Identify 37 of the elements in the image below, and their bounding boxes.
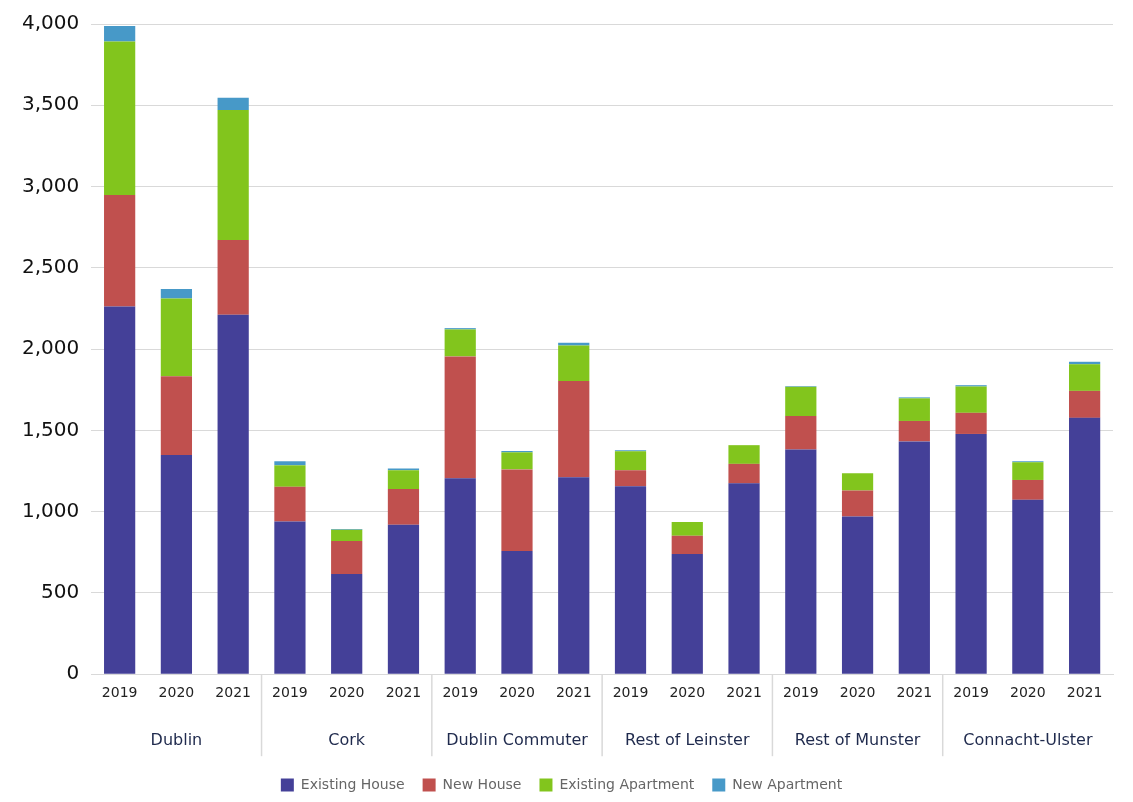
x-tick-label: 2020 [158,684,195,701]
x-tick-label: 2021 [896,684,933,701]
text: Connacht-Ulster [963,730,1093,750]
y-tick-label: 4,000 [21,10,80,35]
legend-label: New Apartment [732,775,843,792]
text: Rest of Munster [794,730,921,750]
x-tick-label: 2019 [442,684,479,701]
x-tick-label: 2021 [726,684,762,701]
legend-label: Existing Apartment [559,775,695,792]
y-tick-label: 3,000 [21,172,80,197]
x-tick-label: 2020 [499,684,535,701]
y-tick-label: 2,000 [21,335,80,360]
text: Dublin [150,730,203,750]
legend-label: New House [442,775,522,792]
y-tick-label: 3,500 [21,91,80,116]
x-tick-label: 2019 [272,684,308,701]
x-tick-label: 2019 [953,684,989,701]
x-tick-label: 2020 [839,684,876,701]
y-tick-label: 1,500 [21,416,80,441]
x-tick-label: 2019 [101,684,138,701]
x-tick-label: 2021 [1066,684,1103,701]
x-tick-label: 2021 [555,684,592,701]
x-tick-label: 2019 [612,684,649,701]
y-tick-label: 2,500 [21,254,80,279]
y-tick-label: 0 [66,660,80,685]
text: Cork [328,730,366,750]
y-tick-label: 500 [41,579,80,604]
text: Rest of Leinster [625,730,750,750]
x-tick-label: 2020 [328,684,365,701]
x-tick-label: 2021 [385,684,422,701]
text: Dublin Commuter [446,730,589,750]
y-tick-label: 1,000 [21,497,80,522]
legend-label: Existing House [300,775,405,792]
x-tick-label: 2019 [782,684,819,701]
x-tick-label: 2020 [669,684,706,701]
x-tick-label: 2020 [1010,684,1046,701]
x-tick-label: 2021 [215,684,251,701]
